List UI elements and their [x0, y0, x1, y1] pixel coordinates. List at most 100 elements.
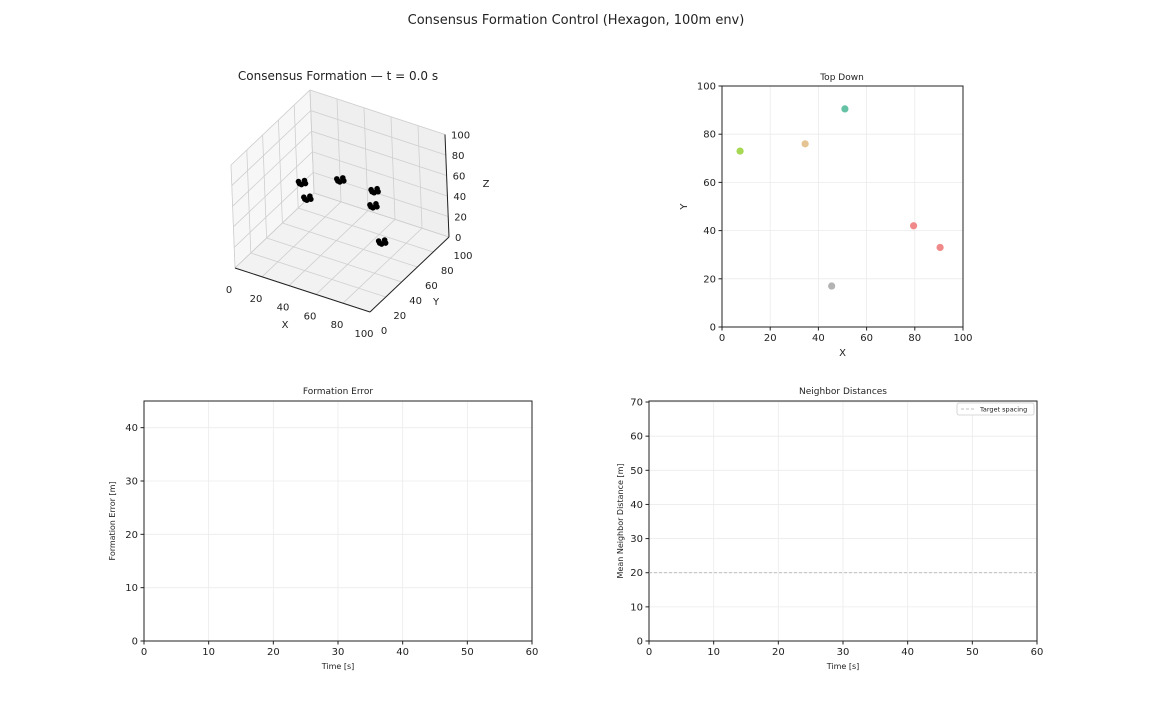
axes-formation-error: Formation Error 0 10 20 30 40 50 60 0 10 20 30 40 Ti…: [108, 387, 538, 671]
y-tick-label: 0: [132, 637, 138, 648]
grid-line-y: [298, 207, 434, 253]
y-tick-label: 40: [125, 423, 138, 434]
agent-marker-3d: [308, 196, 314, 202]
y-tick-label: 100: [453, 251, 472, 262]
y-tick-label: 80: [703, 130, 716, 141]
legend-box: [956, 402, 1035, 416]
x-tick-label: 80: [331, 320, 344, 331]
z-tick-label: 20: [454, 213, 467, 224]
y-tick-label: 0: [381, 326, 387, 337]
agent-marker-3d: [302, 196, 308, 202]
agent-marker-3d: [341, 178, 347, 184]
x-tick-label: 50: [966, 647, 979, 658]
x-tick-label: 0: [226, 285, 232, 296]
grid-line-z: [230, 89, 446, 166]
x-axis-label: X: [282, 320, 289, 331]
y-tick-label: 0: [710, 323, 716, 334]
axes-3d-title: Consensus Formation — t = 0.0 s: [238, 69, 438, 83]
y-axis-label: Formation Error [m]: [108, 482, 117, 561]
y-axis-label: Mean Neighbor Distance [m]: [616, 464, 625, 579]
agent-point: [801, 140, 809, 148]
grid-line-y: [309, 89, 315, 194]
legend-label-target-spacing: Target spacing: [979, 406, 1027, 414]
grid-line-y: [250, 252, 386, 298]
y-tick-label: 40: [630, 500, 643, 511]
x-tick-label: 0: [646, 647, 652, 658]
y-axis-label: Y: [432, 297, 440, 308]
agent-point: [828, 282, 836, 290]
grid-line-y: [278, 119, 283, 224]
x-tick-label: 60: [1031, 647, 1044, 658]
z-tick-label: 100: [451, 131, 470, 142]
agent-marker-3d: [302, 180, 309, 187]
axes-frame: [143, 400, 533, 642]
y-tick-label: 60: [703, 178, 716, 189]
y-tick-label: 50: [630, 466, 643, 477]
y-tick-label: 60: [425, 281, 438, 292]
figure-suptitle: Consensus Formation Control (Hexagon, 10…: [408, 13, 745, 28]
x-tick-label: 10: [707, 647, 720, 658]
agent-marker-3d: [375, 188, 381, 195]
z-tick-label: 40: [453, 192, 466, 203]
z-tick-label: 0: [455, 233, 461, 244]
y-tick-label: 60: [630, 432, 643, 443]
agent-marker-3d: [368, 204, 374, 210]
x-tick-label: 20: [764, 333, 777, 344]
axes-frame: [721, 85, 964, 328]
y-tick-label: 70: [630, 398, 643, 409]
agent-marker-3d: [376, 240, 383, 246]
grid-line-y: [246, 149, 252, 254]
x-tick-label: 20: [772, 647, 785, 658]
legend: Target spacing: [956, 402, 1035, 416]
grid-line-y: [230, 164, 236, 269]
x-tick-label: 20: [267, 647, 280, 658]
y-tick-label: 20: [630, 568, 643, 579]
y-tick-label: 20: [703, 274, 716, 285]
z-tick-label: 60: [453, 172, 466, 183]
agent-marker-3d: [369, 188, 375, 195]
agent-point: [936, 243, 944, 252]
axes-frame: [648, 400, 1038, 642]
axes-neighbor-distances: Neighbor Distances 0 10 20 30 40 50 60 0 10 20 30 4…: [616, 387, 1043, 671]
y-tick-label: 10: [630, 602, 643, 613]
agent-point: [909, 222, 918, 230]
axes-top-down: Top Down 0 20 40 60 80 100 0 20 40 60 80 100 X Y: [679, 73, 973, 359]
x-tick-label: 60: [526, 647, 539, 658]
y-axis-line: [369, 236, 450, 313]
x-tick-label: 100: [953, 333, 972, 344]
x-tick-label: 60: [304, 311, 317, 322]
x-axis-label: X: [839, 348, 846, 359]
x-tick-label: 10: [202, 647, 215, 658]
x-tick-label: 20: [250, 294, 263, 305]
grid-line-y: [293, 104, 299, 209]
x-tick-label: 60: [860, 333, 873, 344]
agent-point: [841, 105, 849, 113]
y-tick-label: 20: [125, 530, 138, 541]
y-tick-label: 30: [125, 477, 138, 488]
z-axis-line: [444, 134, 450, 238]
agent-marker-3d: [335, 178, 341, 184]
x-tick-label: 30: [837, 647, 850, 658]
y-axis-label: Y: [679, 203, 690, 211]
x-tick-label: 40: [812, 333, 825, 344]
x-tick-label: 40: [901, 647, 914, 658]
grid-line-y: [313, 192, 450, 238]
y-tick-label: 100: [697, 82, 716, 93]
y-tick-label: 30: [630, 534, 643, 545]
x-axis-label: Time [s]: [826, 662, 860, 671]
x-tick-label: 40: [277, 303, 290, 314]
x-axis-label: Time [s]: [321, 662, 355, 671]
x-tick-label: 0: [719, 333, 725, 344]
x-tick-label: 0: [141, 647, 147, 658]
y-tick-label: 10: [125, 583, 138, 594]
x-tick-label: 80: [908, 333, 921, 344]
y-tick-label: 20: [393, 311, 406, 322]
y-tick-label: 0: [637, 637, 643, 648]
axes-3d: Consensus Formation — t = 0.0 s 02040608…: [226, 69, 490, 340]
agent-marker-3d: [382, 240, 389, 246]
x-tick-label: 40: [396, 647, 409, 658]
y-tick-label: 40: [409, 296, 422, 307]
agent-point: [736, 147, 744, 155]
